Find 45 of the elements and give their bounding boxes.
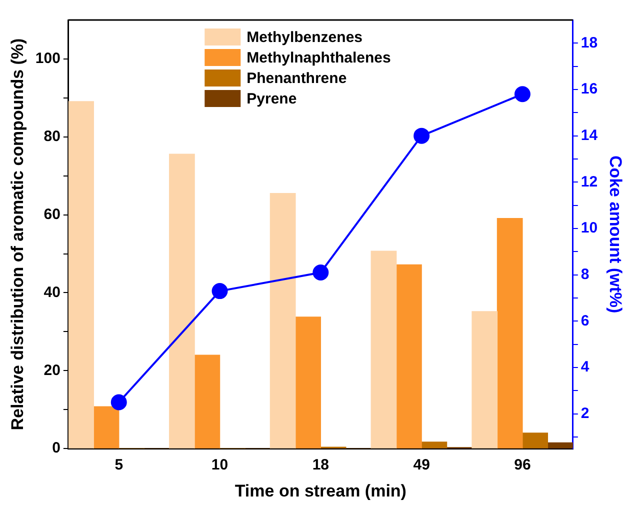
bar xyxy=(93,406,120,448)
bar xyxy=(370,250,397,448)
x-axis-title: Time on stream (min) xyxy=(234,481,406,500)
bar xyxy=(547,442,573,448)
bar xyxy=(270,193,296,448)
y2-tick-label: 2 xyxy=(580,404,590,422)
legend-label: Methylbenzenes xyxy=(246,29,363,46)
bar xyxy=(421,442,448,448)
x-tick-label: 5 xyxy=(114,456,124,474)
x-tick-label: 18 xyxy=(312,456,330,474)
legend-label: Methylnaphthalenes xyxy=(246,50,391,67)
y-tick-label: 20 xyxy=(44,362,60,379)
y-tick-label: 80 xyxy=(44,128,60,146)
y-tick-label: 60 xyxy=(44,206,60,223)
bar xyxy=(496,218,523,448)
point xyxy=(414,128,430,144)
legend-label: Pyrene xyxy=(246,90,297,108)
bar xyxy=(472,311,498,448)
y2-tick-label: 18 xyxy=(580,34,598,52)
y-tick-label: 100 xyxy=(35,50,60,68)
bar xyxy=(396,264,422,448)
point xyxy=(110,394,127,410)
x-tick-label: 10 xyxy=(211,456,228,474)
bar xyxy=(68,101,94,448)
legend-label: Phenanthrene xyxy=(246,70,347,88)
y-tick-label: 0 xyxy=(52,440,60,457)
point xyxy=(212,283,228,300)
bar xyxy=(168,154,195,448)
y2-tick-label: 10 xyxy=(580,220,598,237)
y2-tick-label: 4 xyxy=(580,358,590,376)
y2-tick-label: 8 xyxy=(580,266,590,283)
bar xyxy=(522,432,548,448)
y2-tick-label: 16 xyxy=(580,80,598,98)
x-tick-label: 96 xyxy=(514,456,531,474)
y2-tick-label: 14 xyxy=(580,126,598,144)
x-tick-label: 49 xyxy=(413,456,430,474)
y-tick-label: 40 xyxy=(44,284,60,301)
y2-axis-title: Coke amount (wt%) xyxy=(606,155,626,314)
y2-tick-label: 6 xyxy=(580,312,590,330)
point xyxy=(312,264,329,281)
y-axis-title: Relative distribution of aromatic compounds (%) xyxy=(8,38,27,430)
point xyxy=(514,86,530,102)
y2-tick-label: 12 xyxy=(580,173,598,190)
bar xyxy=(295,316,321,448)
bar xyxy=(194,354,220,448)
